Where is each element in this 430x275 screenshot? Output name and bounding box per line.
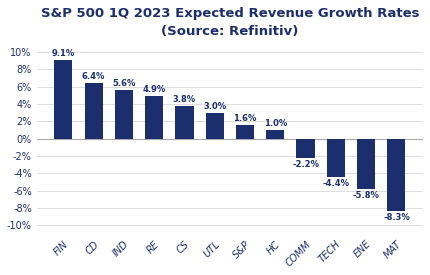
Text: 6.4%: 6.4% [82,72,105,81]
Text: 1.6%: 1.6% [233,114,257,123]
Bar [357,139,375,189]
Bar [115,90,133,139]
Bar [387,139,405,211]
Text: 5.6%: 5.6% [112,79,135,88]
Bar [54,60,72,139]
Bar [145,96,163,139]
Text: -5.8%: -5.8% [353,191,380,200]
Bar [85,83,103,139]
Bar [266,130,284,139]
Title: S&P 500 1Q 2023 Expected Revenue Growth Rates
(Source: Refinitiv): S&P 500 1Q 2023 Expected Revenue Growth … [40,7,419,38]
Text: 4.9%: 4.9% [142,85,166,94]
Text: 1.0%: 1.0% [264,119,287,128]
Text: 3.0%: 3.0% [203,101,226,111]
Text: 3.8%: 3.8% [173,95,196,104]
Text: 9.1%: 9.1% [52,49,75,57]
Bar [206,113,224,139]
Bar [327,139,345,177]
Text: -8.3%: -8.3% [383,213,410,222]
Bar [236,125,254,139]
Bar [175,106,194,139]
Text: -2.2%: -2.2% [292,160,319,169]
Text: -4.4%: -4.4% [322,179,349,188]
Bar [296,139,315,158]
